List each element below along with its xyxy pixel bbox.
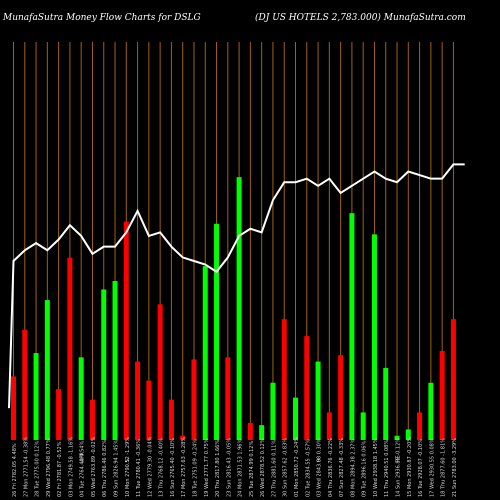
flow-bar <box>123 221 129 440</box>
x-tick-label: 27 Thu 2881.60 0.11% <box>271 440 277 497</box>
x-tick-label: 28 Tue 2775.00 0.12% <box>35 441 41 497</box>
month-marker: RE <box>396 455 402 462</box>
price-line <box>8 163 465 409</box>
x-tick-label: 29 Wed 2796.48 0.77% <box>46 438 52 497</box>
flow-bar <box>281 319 287 440</box>
flow-bar <box>11 376 16 440</box>
chart-subtitle: (DJ US HOTELS 2,783.000) MunafaSutra.com <box>255 13 466 23</box>
x-tick-label: 09 Sun 2826.94 1.45% <box>114 440 120 497</box>
flow-bar <box>135 361 141 440</box>
x-tick-label: 14 Sun 2936.85 -0.12% <box>396 438 402 497</box>
flow-bar <box>371 234 377 440</box>
flow-bar <box>450 319 456 440</box>
x-tick-label: 13 Thu 2768.12 -0.40% <box>159 438 165 497</box>
flow-bar <box>225 357 231 440</box>
flow-bar <box>428 382 434 440</box>
x-tick-label: 06 Thu 2786.46 0.82% <box>102 440 108 497</box>
x-tick-label: 16 Tue 2928.07 -0.10% <box>418 439 424 497</box>
flow-bar <box>56 389 62 440</box>
flow-bar <box>168 399 174 440</box>
x-tick-label: 17 Mon 2757.63 -0.28% <box>181 437 187 497</box>
x-tick-label: 03 Mon 2749.58 -1.16% <box>68 437 74 497</box>
flow-bar <box>293 397 298 440</box>
x-tick-label: 07 Sun 2827.48 -0.33% <box>339 438 345 497</box>
flow-bar <box>180 435 186 440</box>
x-tick-label: 11 Tue 2780.41 -0.36% <box>136 439 142 497</box>
x-tick-label: 09 Tue 2896.16 0.06% <box>362 441 368 497</box>
x-tick-label: 04 Tue 2764.40 0.54% <box>80 441 86 497</box>
x-tick-label: 11 Thu 2940.51 0.08% <box>384 440 390 497</box>
flow-bar <box>22 329 28 440</box>
flow-bar <box>405 429 411 440</box>
x-tick-label: 30 Sun 2857.62 -0.83% <box>283 438 289 497</box>
x-tick-label: 10 Mon 2790.52 -1.29% <box>125 437 131 497</box>
month-marker: 9 <box>317 459 323 462</box>
flow-bar <box>259 425 265 440</box>
flow-bar <box>247 423 253 440</box>
flow-bar <box>338 355 344 440</box>
x-tick-label: 08 Mon 2894.38 2.37% <box>350 439 356 497</box>
flow-bar <box>417 412 423 440</box>
x-tick-label: 02 Tue 2834.55 -0.57% <box>305 439 311 497</box>
x-tick-label: 18 Tue 2751.09 -0.24% <box>192 439 198 497</box>
x-tick-label: 26 Wed 2878.52 0.12% <box>260 438 266 497</box>
x-tick-label: 05 Wed 2763.89 -0.02% <box>91 436 97 497</box>
flow-bar <box>304 336 310 440</box>
x-tick-label: 19 Wed 2771.77 0.75% <box>204 438 210 497</box>
x-tick-label: 20 Thu 2817.80 1.66% <box>215 440 221 497</box>
x-tick-label: 15 Mon 2930.87 -0.20% <box>407 437 413 497</box>
flow-bar <box>146 380 152 440</box>
flow-bar <box>360 412 366 440</box>
flow-bar <box>44 300 50 440</box>
x-tick-label: 17 Wed 2930.55 0.08% <box>429 438 435 497</box>
x-tick-label: 16 Sun 2765.40 -0.10% <box>170 438 176 497</box>
flow-bar <box>202 266 208 440</box>
chart-title: MunafaSutra Money Flow Charts for DSLG <box>3 13 201 23</box>
x-tick-label: 03 Wed 2843.08 0.30% <box>317 438 323 497</box>
flow-bar <box>157 304 163 440</box>
flow-bar <box>214 223 220 440</box>
x-tick-label: 25 Tue 2874.99 0.12% <box>249 441 255 497</box>
flow-bar <box>383 367 389 440</box>
flow-bar <box>439 350 445 440</box>
x-tick-label: 18 Thu 2877.60 -1.81% <box>441 438 447 497</box>
flow-bar <box>33 353 39 440</box>
x-tick-label: 26 Fri 2782.05 4.48% <box>12 443 18 497</box>
flow-bar <box>270 382 276 440</box>
flow-bar <box>78 357 84 440</box>
flow-bar <box>89 399 95 440</box>
x-tick-label: 21 Sun 2783.00 -3.29% <box>452 438 458 497</box>
flow-bar <box>315 361 321 440</box>
x-tick-label: 10 Wed 2938.18 1.45% <box>373 438 379 497</box>
x-tick-label: 12 Wed 2779.30 -0.04% <box>147 436 153 497</box>
month-marker: APR <box>80 452 86 462</box>
x-tick-label: 04 Thu 2836.76 -0.22% <box>328 438 334 497</box>
flow-bar <box>191 359 197 440</box>
flow-bar <box>349 213 355 440</box>
flow-bar <box>112 281 118 440</box>
flow-bar <box>67 257 73 440</box>
flow-bar <box>236 177 242 440</box>
x-tick-label: 02 Fri 2781.87 -0.52% <box>57 441 63 497</box>
x-tick-label: 23 Sun 2816.43 -0.05% <box>226 438 232 497</box>
x-tick-label: 01 Mon 2850.72 -0.24% <box>294 437 300 497</box>
x-tick-label: 24 Mon 2871.53 1.96% <box>238 439 244 497</box>
x-tick-label: 27 Mon 2771.54 -0.38% <box>23 437 29 497</box>
flow-bar <box>394 435 400 440</box>
flow-bar <box>101 289 107 440</box>
month-marker: 5 <box>125 459 131 462</box>
flow-bar <box>326 412 332 440</box>
